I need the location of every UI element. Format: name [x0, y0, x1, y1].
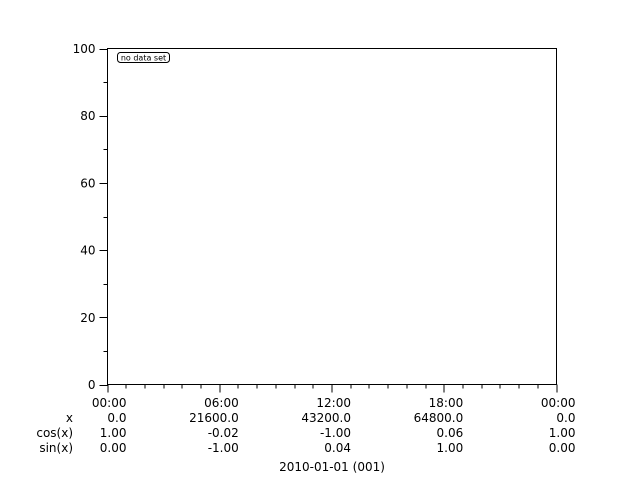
x-tick-label: -0.02 — [208, 426, 239, 440]
x-tick-label: 18:00 — [429, 396, 464, 410]
x-tick-label: -1.00 — [208, 441, 239, 455]
x-tick-label: 21600.0 — [189, 411, 239, 425]
y-tick-label: 20 — [80, 311, 95, 325]
x-tick-label: 0.00 — [549, 441, 576, 455]
x-tick-label: -1.00 — [320, 426, 351, 440]
x-tick-label: 1.00 — [549, 426, 576, 440]
y-axis: 0 20 40 60 80 100 — [73, 42, 108, 392]
x-tick-label: 0.04 — [324, 441, 351, 455]
x-tick-label: 0.0 — [556, 411, 575, 425]
x-tick-label: 0.00 — [100, 441, 127, 455]
x-tick-label: 0.0 — [107, 411, 126, 425]
x-tick-label: 00:00 — [92, 396, 127, 410]
y-tick-label: 60 — [80, 176, 95, 190]
x-tick-row-label: cos(x) — [36, 426, 73, 440]
y-tick-label: 100 — [73, 42, 96, 56]
no-data-annotation: no data set — [117, 52, 170, 63]
x-tick-label: 06:00 — [204, 396, 239, 410]
x-tick-label: 1.00 — [100, 426, 127, 440]
x-tick-label: 1.00 — [437, 441, 464, 455]
annotation-text: no data set — [121, 54, 166, 63]
x-tick-row-label: sin(x) — [39, 441, 73, 455]
x-tick-row-label: x — [66, 411, 73, 425]
x-tick-label: 12:00 — [316, 396, 351, 410]
x-tick-label: 43200.0 — [301, 411, 351, 425]
annotation-box — [117, 52, 170, 63]
x-tick-label: 0.06 — [437, 426, 464, 440]
y-tick-label: 80 — [80, 109, 95, 123]
y-tick-label: 40 — [80, 244, 95, 258]
x-axis-label: 2010-01-01 (001) — [279, 460, 385, 474]
plot-frame — [107, 48, 557, 385]
x-axis: 00:00 06:00 12:00 18:00 00:00 x 0.0 21600.0 4320… — [36, 384, 576, 455]
x-tick-label: 00:00 — [541, 396, 576, 410]
x-tick-label: 64800.0 — [414, 411, 464, 425]
y-tick-label: 0 — [88, 378, 96, 392]
